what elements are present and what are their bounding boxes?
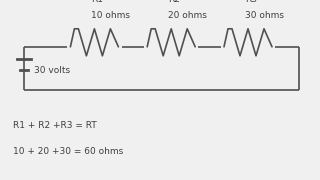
Text: R1 + R2 +R3 = RT: R1 + R2 +R3 = RT [13,122,97,130]
Text: 30 volts: 30 volts [34,66,70,75]
Text: 20 ohms: 20 ohms [168,11,207,20]
Text: R3: R3 [245,0,257,4]
Text: 10 + 20 +30 = 60 ohms: 10 + 20 +30 = 60 ohms [13,147,123,156]
Text: 30 ohms: 30 ohms [245,11,284,20]
Text: R2: R2 [168,0,180,4]
Text: 10 ohms: 10 ohms [91,11,130,20]
Text: R1: R1 [91,0,103,4]
